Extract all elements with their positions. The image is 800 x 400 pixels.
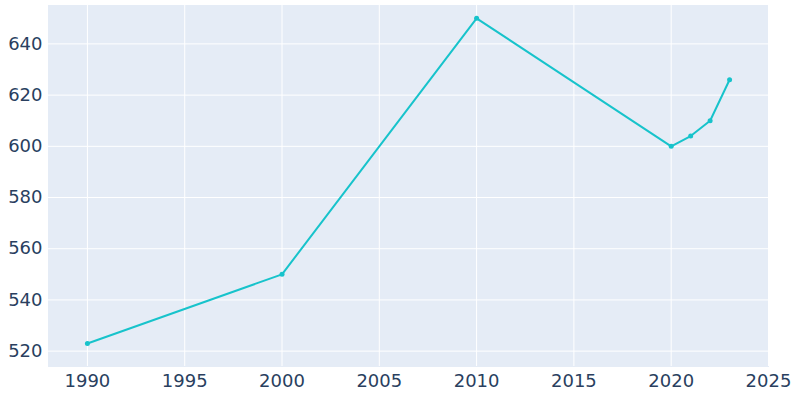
svg-text:2000: 2000 (259, 370, 305, 391)
svg-text:2010: 2010 (454, 370, 500, 391)
svg-text:1995: 1995 (162, 370, 208, 391)
svg-text:580: 580 (8, 186, 42, 207)
svg-text:2020: 2020 (648, 370, 694, 391)
svg-text:540: 540 (8, 289, 42, 310)
svg-text:560: 560 (8, 237, 42, 258)
svg-text:640: 640 (8, 33, 42, 54)
svg-text:520: 520 (8, 340, 42, 361)
svg-text:620: 620 (8, 84, 42, 105)
svg-text:600: 600 (8, 135, 42, 156)
svg-text:2025: 2025 (746, 370, 792, 391)
svg-text:2015: 2015 (551, 370, 597, 391)
svg-text:2005: 2005 (356, 370, 402, 391)
svg-text:1990: 1990 (65, 370, 111, 391)
